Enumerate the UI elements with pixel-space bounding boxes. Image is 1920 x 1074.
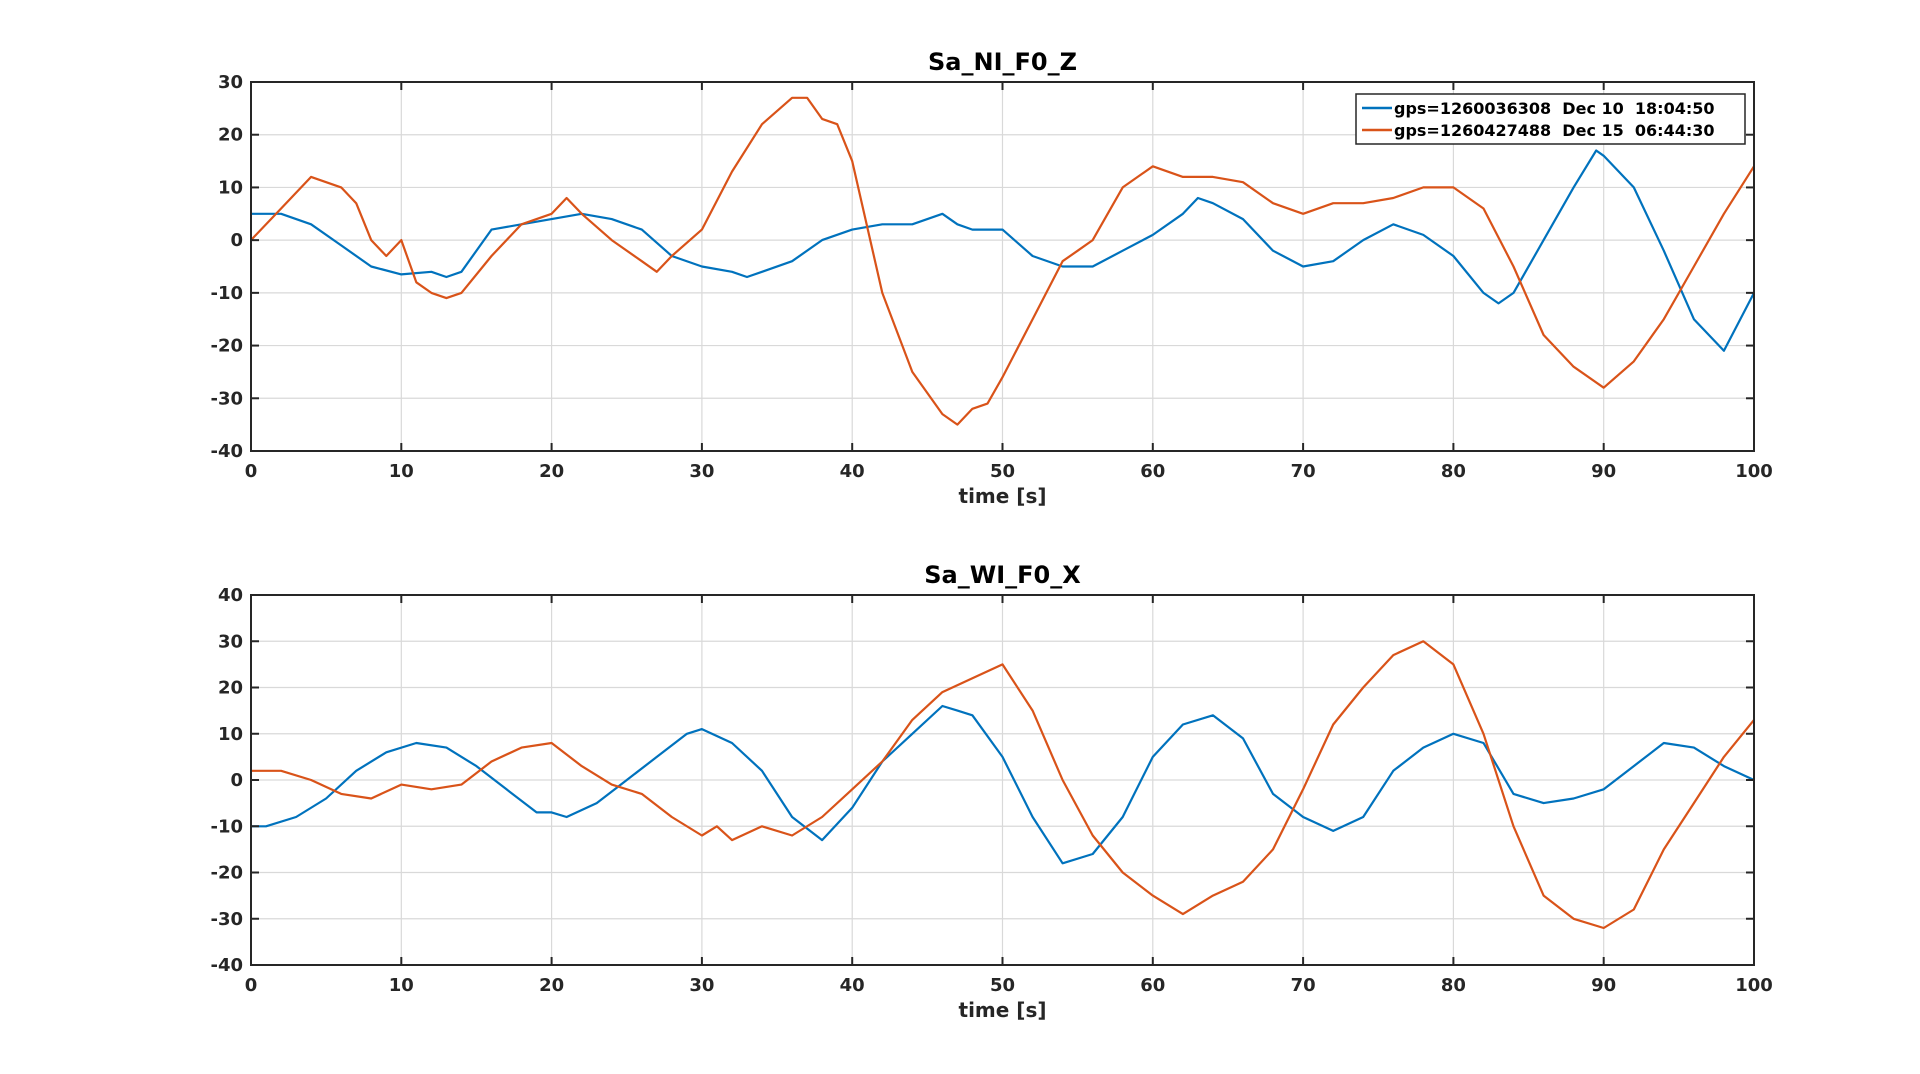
x-tick-label: 90 [1591,461,1616,482]
y-tick-label: 30 [218,631,243,652]
y-tick-label: 10 [218,177,243,198]
x-tick-label: 0 [245,461,258,482]
x-tick-label: 60 [1140,461,1165,482]
y-tick-label: 10 [218,724,243,745]
y-tick-label: -10 [210,816,243,837]
legend-label-series-2: gps=1260427488 Dec 15 06:44:30 [1394,121,1715,140]
y-tick-label: -20 [210,863,243,884]
x-tick-label: 90 [1591,975,1616,996]
x-tick-label: 100 [1735,975,1773,996]
y-tick-label: -30 [210,388,243,409]
y-tick-label: 20 [218,125,243,146]
x-tick-label: 30 [689,975,714,996]
x-tick-label: 0 [245,975,258,996]
x-tick-label: 60 [1140,975,1165,996]
legend: gps=1260036308 Dec 10 18:04:50 gps=12604… [1355,93,1746,145]
series-line-2 [250,96,1755,426]
x-axis-label: time [s] [959,484,1047,508]
series-line-2 [251,640,1755,930]
y-tick-label: 40 [218,585,243,606]
chart-panel-sa-wi-f0-x: 0 10 20 30 40 50 60 70 80 90 100 -40 -30 -20 -10 0 10 20 3… [210,561,1772,1022]
series-line-1 [251,149,1755,352]
y-tick-label: 20 [218,678,243,699]
x-axis-label: time [s] [959,998,1047,1022]
chart-title: Sa_NI_F0_Z [928,48,1077,76]
x-tick-label: 30 [689,461,714,482]
y-tick-label: -40 [210,955,243,976]
x-tick-label: 10 [389,975,414,996]
x-tick-label: 40 [840,461,865,482]
y-tick-label: -20 [210,336,243,357]
x-tick-label: 80 [1441,461,1466,482]
y-tick-label: -10 [210,283,243,304]
y-tick-label: 0 [230,770,243,791]
legend-label-series-1: gps=1260036308 Dec 10 18:04:50 [1394,99,1715,118]
x-tick-label: 80 [1441,975,1466,996]
chart-panel-sa-ni-f0-z: 0 10 20 30 40 50 60 70 80 90 100 -40 -30 -20 -10 0 10 20 3… [210,48,1772,508]
x-tick-label: 20 [539,975,564,996]
legend-box [1355,93,1746,145]
x-tick-label: 10 [389,461,414,482]
chart-title: Sa_WI_F0_X [924,561,1081,589]
y-tick-label: 30 [218,72,243,93]
x-tick-label: 50 [990,461,1015,482]
x-tick-label: 50 [990,975,1015,996]
x-tick-label: 70 [1291,461,1316,482]
x-tick-label: 20 [539,461,564,482]
y-tick-label: 0 [230,230,243,251]
y-tick-label: -30 [210,909,243,930]
y-tick-label: -40 [210,441,243,462]
x-tick-label: 100 [1735,461,1773,482]
x-tick-label: 70 [1291,975,1316,996]
x-tick-label: 40 [840,975,865,996]
